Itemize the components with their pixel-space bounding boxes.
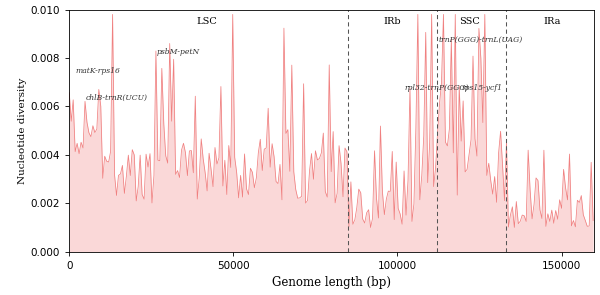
Text: rpl32-trnP(GGG): rpl32-trnP(GGG) — [404, 84, 469, 92]
Text: chlB-trnR(UCU): chlB-trnR(UCU) — [86, 94, 148, 102]
Text: psbM-petN: psbM-petN — [156, 47, 199, 55]
Text: IRa: IRa — [543, 17, 560, 26]
Text: matK-rps16: matK-rps16 — [76, 67, 121, 75]
Text: SSC: SSC — [460, 17, 480, 26]
Text: IRb: IRb — [384, 17, 401, 26]
Text: trnP(GGG)-trnL(UAG): trnP(GGG)-trnL(UAG) — [439, 35, 523, 43]
Text: rps15-ycf1: rps15-ycf1 — [461, 84, 503, 92]
Text: LSC: LSC — [197, 17, 217, 26]
Y-axis label: Nucleotide diversity: Nucleotide diversity — [17, 78, 26, 184]
X-axis label: Genome length (bp): Genome length (bp) — [272, 276, 391, 289]
